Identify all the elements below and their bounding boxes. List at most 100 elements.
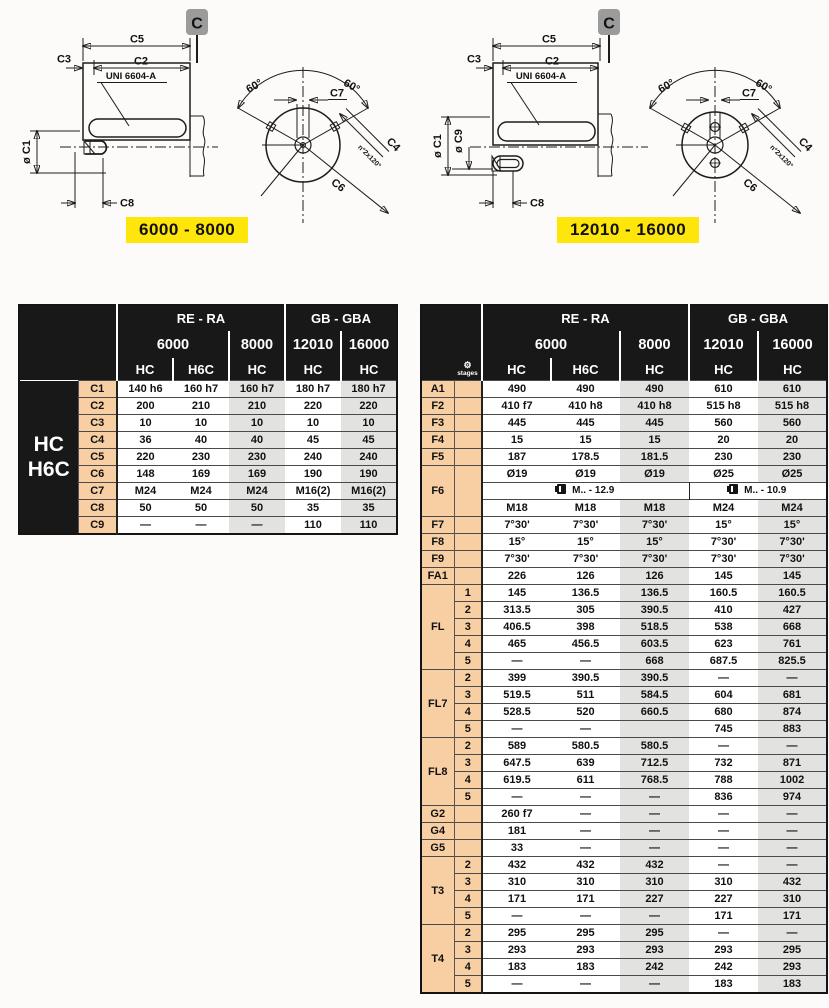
table-row: G2 260 f7— — — —	[421, 805, 827, 823]
table-cell: 390.5	[620, 669, 689, 687]
size-header: 6000	[116, 331, 229, 358]
table-cell: 20	[758, 431, 827, 449]
table-cell: 210	[229, 397, 285, 415]
table-cell: —	[551, 975, 620, 993]
stage-cell	[454, 516, 483, 534]
table-cell: 490	[620, 380, 689, 398]
table-corner	[421, 305, 482, 358]
table-cell: 761	[758, 635, 827, 653]
table-cell: 445	[620, 414, 689, 432]
table-cell: 145	[758, 567, 827, 585]
svg-text:C3: C3	[57, 54, 71, 66]
table-cell: 313.5	[482, 601, 551, 619]
table-cell: 220	[285, 397, 341, 415]
section-tab-label: C	[191, 16, 203, 33]
stage-cell: 5	[454, 652, 483, 670]
table-row: 5— — —183 183	[421, 975, 827, 993]
table-row: T4 2 295 295 295— —	[421, 924, 827, 993]
row-label: G4	[421, 822, 455, 840]
table-cell: 7°30'	[689, 550, 758, 568]
svg-text:UNI 6604-A: UNI 6604-A	[516, 71, 566, 82]
table-cell: 432	[620, 856, 689, 874]
table-cell: M24	[229, 482, 285, 500]
table-cell: 310	[620, 873, 689, 891]
table-cell: 136.5	[620, 584, 689, 602]
table-cell: 171	[551, 890, 620, 908]
table-row: FL 1 145 136.5 136.5 160.5 160.5	[421, 584, 827, 670]
table-cell: 406.5	[482, 618, 551, 636]
variant-header: HC	[284, 358, 341, 381]
table-cell: —	[551, 822, 620, 840]
row-label: T3	[421, 856, 455, 925]
table-cell: 432	[758, 873, 827, 891]
svg-text:C6: C6	[741, 177, 759, 195]
left-table: RE - RA GB - GBA 6000 8000 12010 16000 HC H6C HC…	[18, 304, 398, 535]
table-row: F9 7°30' 7°30' 7°30' 7°30' 7°30'	[421, 550, 827, 568]
table-cell: M24	[689, 499, 758, 517]
stages-gear-icon: ⚙	[463, 359, 472, 370]
row-label: F6	[421, 465, 455, 517]
variant-header: HC	[757, 358, 827, 381]
table-cell: 7°30'	[551, 550, 620, 568]
table-cell: 619.5	[482, 771, 551, 789]
table-cell: 310	[689, 873, 758, 891]
table-cell: 126	[551, 567, 620, 585]
table-cell: 180 h7	[285, 380, 341, 398]
table-row: C2 200 210 210 220 220	[19, 397, 397, 415]
stage-cell: 2	[454, 856, 483, 874]
table-cell: 15°	[758, 516, 827, 534]
table-cell: M24	[758, 499, 827, 517]
stage-cell	[454, 414, 483, 432]
table-row: 4 619.5 611 768.5 788 1002	[421, 771, 827, 789]
table-cell: —	[758, 924, 827, 942]
table-cell: 180 h7	[341, 380, 397, 398]
row-label: C5	[78, 448, 118, 466]
table-cell: 183	[551, 958, 620, 976]
table-cell: 560	[758, 414, 827, 432]
table-cell: 7°30'	[758, 533, 827, 551]
series-header: RE - RA	[116, 305, 285, 331]
row-label: C4	[78, 431, 118, 449]
table-cell: 45	[341, 431, 397, 449]
table-cell: 768.5	[620, 771, 689, 789]
table-cell: 1002	[758, 771, 827, 789]
table-cell: —	[482, 652, 551, 670]
stage-cell: 4	[454, 635, 483, 653]
table-cell: 390.5	[551, 669, 620, 687]
table-cell: 603.5	[620, 635, 689, 653]
table-row: 5— —668 687.5 825.5	[421, 652, 827, 670]
table-cell: 825.5	[758, 652, 827, 670]
stage-cell: 4	[454, 890, 483, 908]
table-cell: 410 h8	[551, 397, 620, 415]
size-header: 12010	[688, 331, 758, 358]
table-cell: 183	[482, 958, 551, 976]
table-cell: 148	[117, 465, 173, 483]
row-label: F2	[421, 397, 455, 415]
stage-cell	[454, 380, 483, 398]
stage-cell: 2	[454, 601, 483, 619]
table-cell: 183	[689, 975, 758, 993]
table-row: FA1 226 126 126 145 145	[421, 567, 827, 585]
table-cell: 511	[551, 686, 620, 704]
header-sizes-row: 6000 8000 12010 16000	[19, 331, 397, 358]
table-cell: 974	[758, 788, 827, 806]
table-cell: 230	[758, 448, 827, 466]
table-cell: —	[551, 839, 620, 857]
table-cell: —	[117, 516, 173, 534]
table-cell: 35	[341, 499, 397, 517]
table-cell: 50	[229, 499, 285, 517]
table-cell: 15°	[482, 533, 551, 551]
table-cell: 50	[173, 499, 229, 517]
svg-text:C6: C6	[329, 177, 347, 195]
table-cell: M16(2)	[341, 482, 397, 500]
svg-text:C4: C4	[384, 136, 403, 155]
table-cell: 293	[758, 958, 827, 976]
table-cell: M18	[482, 499, 551, 517]
svg-text:C2: C2	[545, 56, 559, 68]
table-cell: 871	[758, 754, 827, 772]
table-cell: 623	[689, 635, 758, 653]
svg-text:ø C9: ø C9	[453, 129, 465, 153]
table-cell: 295	[620, 924, 689, 942]
row-label: T4	[421, 924, 455, 993]
table-row: 5— — —171 171	[421, 907, 827, 925]
